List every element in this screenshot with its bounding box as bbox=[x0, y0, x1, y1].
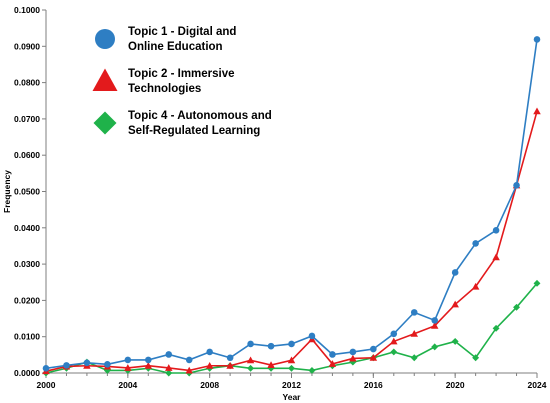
data-point bbox=[533, 36, 541, 43]
series-1 bbox=[42, 36, 541, 372]
data-point bbox=[165, 369, 173, 377]
x-tick-label: 2016 bbox=[364, 380, 383, 390]
data-point bbox=[205, 361, 214, 369]
data-point bbox=[492, 227, 500, 234]
y-tick-label: 0.0700 bbox=[14, 114, 40, 124]
data-point bbox=[492, 253, 500, 261]
y-tick-label: 0.0400 bbox=[14, 223, 40, 233]
y-tick-label: 0.0200 bbox=[14, 295, 40, 305]
data-point bbox=[430, 322, 439, 329]
data-point bbox=[370, 345, 377, 353]
legend-label: Online Education bbox=[128, 41, 223, 53]
y-tick-label: 0.0800 bbox=[14, 78, 40, 88]
data-point bbox=[431, 317, 439, 324]
series-2 bbox=[42, 107, 541, 375]
data-point bbox=[267, 342, 275, 350]
data-point bbox=[124, 364, 132, 371]
legend-label: Topic 4 - Autonomous and bbox=[128, 110, 272, 122]
data-point bbox=[288, 340, 295, 348]
x-tick-label: 2000 bbox=[37, 380, 56, 390]
data-point bbox=[165, 351, 173, 358]
data-point bbox=[288, 364, 295, 372]
x-tick-label: 2008 bbox=[200, 380, 219, 390]
data-point bbox=[144, 356, 152, 364]
legend-marker bbox=[92, 68, 118, 91]
data-point bbox=[124, 356, 132, 364]
x-tick-label: 2020 bbox=[446, 380, 465, 390]
data-point bbox=[349, 348, 357, 356]
data-point bbox=[104, 360, 111, 368]
y-tick-label: 0.0100 bbox=[14, 332, 40, 342]
data-point bbox=[206, 348, 213, 356]
data-point bbox=[390, 348, 398, 356]
data-point bbox=[287, 356, 296, 364]
data-point bbox=[410, 354, 418, 362]
data-point bbox=[226, 354, 234, 362]
x-tick-label: 2012 bbox=[282, 380, 301, 390]
x-tick-label: 2024 bbox=[528, 380, 547, 390]
series-line bbox=[45, 111, 538, 372]
x-axis-title: Year bbox=[283, 392, 302, 402]
data-point bbox=[472, 240, 479, 247]
y-tick-label: 0.0600 bbox=[14, 150, 40, 160]
series-line bbox=[45, 39, 538, 370]
legend-marker bbox=[93, 111, 117, 135]
data-point bbox=[226, 361, 234, 369]
data-point bbox=[533, 107, 541, 115]
data-point bbox=[513, 182, 520, 189]
series-layer bbox=[42, 36, 541, 377]
data-point bbox=[185, 356, 193, 364]
y-tick-label: 0.0000 bbox=[14, 368, 40, 378]
data-point bbox=[165, 364, 173, 371]
data-point bbox=[533, 279, 541, 287]
data-point bbox=[410, 330, 418, 337]
data-point bbox=[308, 332, 316, 340]
y-tick-label: 0.0500 bbox=[14, 187, 40, 197]
legend-label: Self-Regulated Learning bbox=[128, 125, 260, 137]
data-point bbox=[369, 354, 378, 361]
data-point bbox=[451, 300, 459, 308]
data-point bbox=[390, 330, 398, 338]
data-point bbox=[308, 367, 316, 374]
data-point bbox=[328, 360, 337, 367]
data-point bbox=[349, 354, 357, 362]
legend-item-1: Topic 1 - Digital and Online Education bbox=[95, 26, 236, 53]
data-point bbox=[329, 351, 336, 358]
data-point bbox=[246, 356, 255, 364]
x-tick-label: 2004 bbox=[118, 380, 137, 390]
legend-label: Topic 2 - Immersive bbox=[128, 68, 235, 80]
data-point bbox=[451, 337, 459, 345]
y-tick-label: 0.1000 bbox=[14, 5, 40, 15]
data-point bbox=[513, 303, 520, 311]
data-point bbox=[472, 354, 480, 362]
data-point bbox=[471, 282, 480, 290]
data-point bbox=[42, 364, 50, 372]
legend-marker bbox=[95, 29, 115, 49]
y-tick-label: 0.0300 bbox=[14, 259, 40, 269]
data-point bbox=[431, 343, 439, 351]
data-point bbox=[492, 324, 500, 332]
data-point bbox=[185, 366, 193, 374]
y-axis-title: Frequency bbox=[2, 170, 12, 213]
axes: 0.0000 0.0100 0.0200 0.0300 0.0400 0.0500 0.06… bbox=[14, 5, 547, 390]
legend-item-2: Topic 2 - Immersive Technologies bbox=[92, 68, 235, 95]
data-point bbox=[247, 364, 255, 372]
data-point bbox=[144, 361, 153, 369]
data-point bbox=[247, 340, 254, 348]
data-point bbox=[267, 361, 275, 369]
legend-label: Topic 1 - Digital and bbox=[128, 26, 236, 38]
data-point bbox=[63, 362, 70, 369]
data-point bbox=[451, 269, 459, 276]
data-point bbox=[410, 309, 418, 316]
legend-item-3: Topic 4 - Autonomous and Self-Regulated L… bbox=[93, 110, 272, 137]
legend-label: Technologies bbox=[128, 83, 201, 95]
data-point bbox=[83, 359, 91, 367]
y-tick-label: 0.0900 bbox=[14, 41, 40, 51]
data-point bbox=[390, 337, 398, 345]
